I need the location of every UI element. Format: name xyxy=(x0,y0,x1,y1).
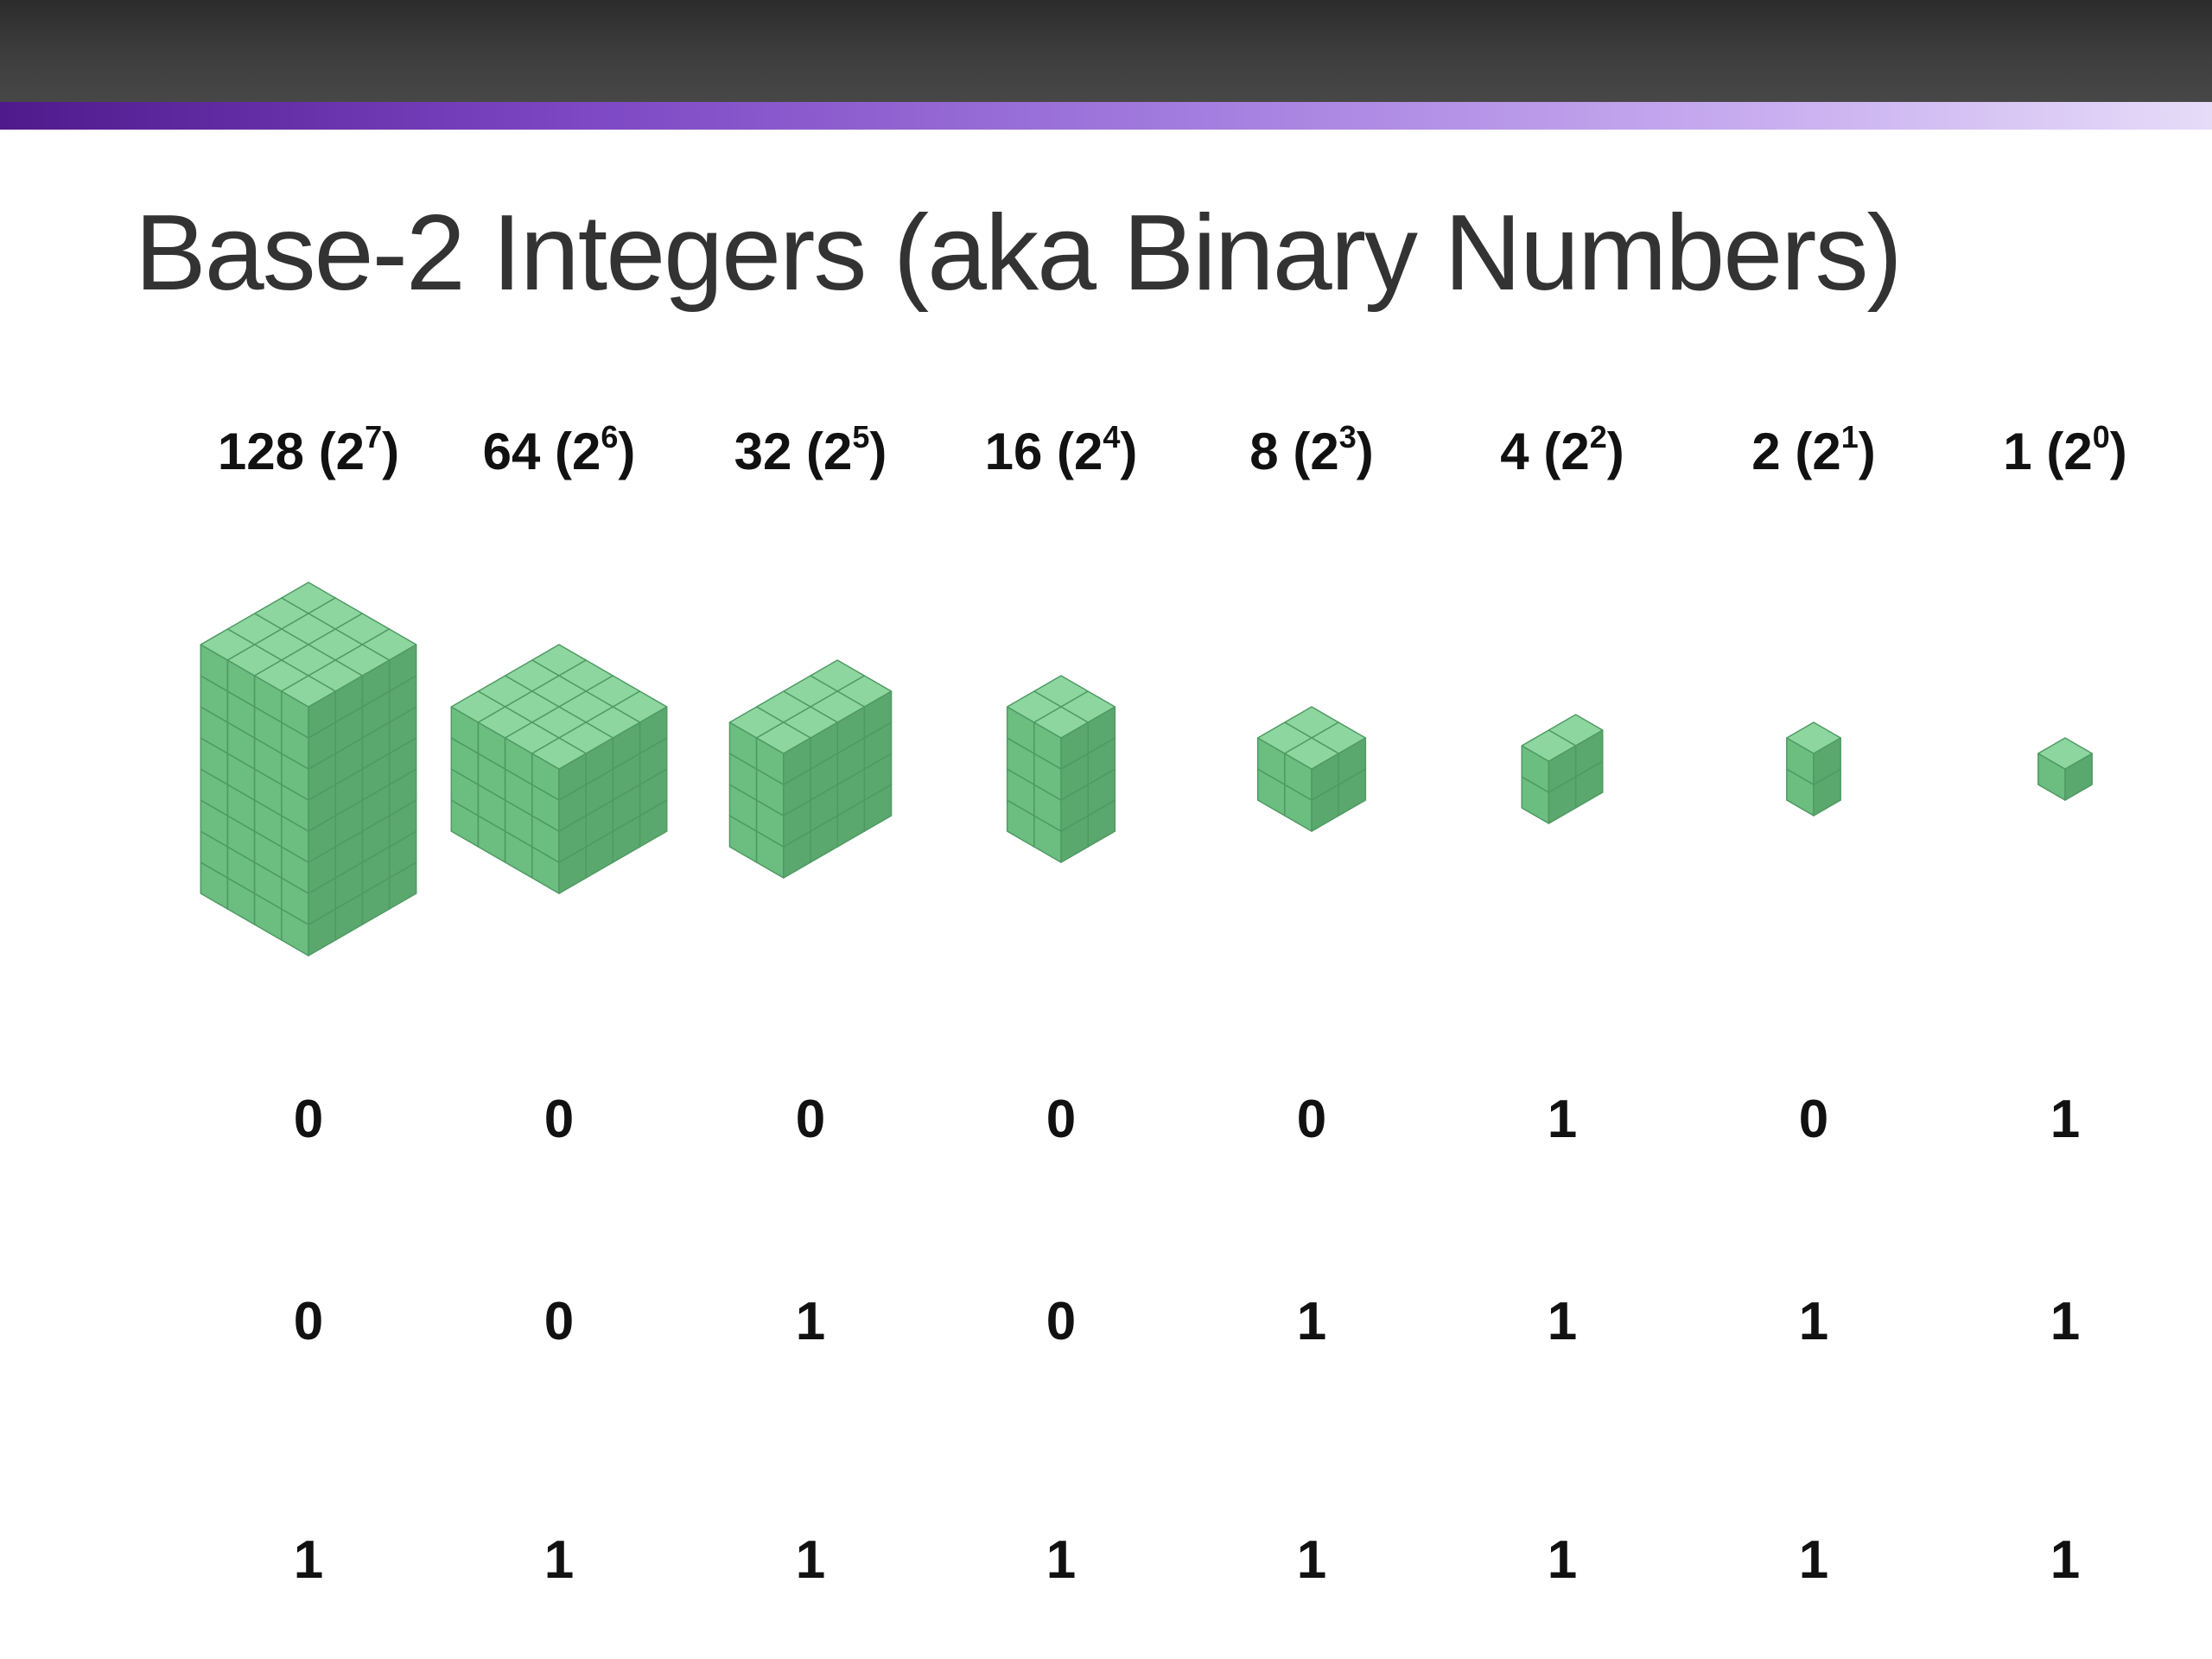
place-value-label: 4 (22) xyxy=(1500,419,1624,481)
binary-digit: 1 xyxy=(1547,1292,1578,1351)
place-value-exponent: 3 xyxy=(1338,419,1357,454)
place-value-label: 2 (21) xyxy=(1751,419,1876,481)
cube-face-top xyxy=(1786,721,1841,754)
place-value-exponent: 2 xyxy=(1589,419,1607,454)
place-value-number: 16 (2 xyxy=(984,423,1103,480)
cube-block xyxy=(728,659,893,879)
place-value-number: 64 (2 xyxy=(482,423,601,480)
place-value-exponent: 6 xyxy=(601,419,619,454)
binary-digit: 0 xyxy=(543,1292,575,1351)
binary-digit: 1 xyxy=(1296,1530,1327,1590)
place-value-exponent: 7 xyxy=(365,419,383,454)
cube-face-top xyxy=(281,675,336,708)
cube-face-top xyxy=(2037,737,2093,770)
place-value-label: 1 (20) xyxy=(2003,419,2127,481)
slide-header-bar xyxy=(0,0,2212,102)
binary-digit: 1 xyxy=(293,1530,324,1590)
binary-digit: 0 xyxy=(1046,1292,1077,1351)
binary-digit: 0 xyxy=(1798,1090,1829,1149)
place-value-number: 2 (2 xyxy=(1751,423,1841,480)
binary-digit: 0 xyxy=(293,1292,324,1351)
place-value-exponent: 0 xyxy=(2092,419,2110,454)
unit-cube xyxy=(1033,706,1089,770)
place-value-exponent: 4 xyxy=(1103,419,1121,454)
binary-digit: 1 xyxy=(1296,1292,1327,1351)
cube-block xyxy=(450,644,668,894)
binary-digit: 1 xyxy=(543,1530,575,1590)
binary-digit: 1 xyxy=(1046,1530,1077,1590)
slide-accent-bar xyxy=(0,102,2212,130)
unit-cube xyxy=(1284,737,1339,801)
binary-digit: 1 xyxy=(1798,1530,1829,1590)
binary-digit: 0 xyxy=(795,1090,826,1149)
unit-cube xyxy=(1786,721,1841,785)
binary-digit: 0 xyxy=(1046,1090,1077,1149)
cube-face-top xyxy=(531,737,587,770)
binary-digit: 0 xyxy=(543,1090,575,1149)
binary-digit: 1 xyxy=(2050,1292,2081,1351)
place-value-exponent: 1 xyxy=(1840,419,1859,454)
binary-digit: 1 xyxy=(1547,1530,1578,1590)
cube-block xyxy=(1786,721,1841,817)
unit-cube xyxy=(281,675,336,739)
place-value-number: 128 (2 xyxy=(217,423,365,480)
place-value-number: 8 (2 xyxy=(1249,423,1339,480)
binary-digit: 0 xyxy=(293,1090,324,1149)
unit-cube xyxy=(2037,737,2093,801)
place-value-number: 1 (2 xyxy=(2003,423,2093,480)
cube-block xyxy=(1006,675,1116,863)
binary-digit: 1 xyxy=(795,1530,826,1590)
cube-block xyxy=(200,582,417,957)
binary-digit: 1 xyxy=(2050,1090,2081,1149)
place-value-exponent: 5 xyxy=(852,419,870,454)
place-value-label: 32 (25) xyxy=(734,419,887,481)
slide-title: Base-2 Integers (aka Binary Numbers) xyxy=(135,194,1903,313)
binary-digit: 1 xyxy=(795,1292,826,1351)
place-value-label: 128 (27) xyxy=(217,419,400,481)
place-value-number: 4 (2 xyxy=(1500,423,1590,480)
cube-face-top xyxy=(1521,729,1577,762)
unit-cube xyxy=(755,721,811,785)
place-value-label: 8 (23) xyxy=(1249,419,1374,481)
cube-face-top xyxy=(755,721,811,754)
place-value-label: 64 (26) xyxy=(482,419,636,481)
binary-digit: 0 xyxy=(1296,1090,1327,1149)
unit-cube xyxy=(531,737,587,801)
cube-face-top xyxy=(1284,737,1339,770)
binary-digit: 1 xyxy=(1798,1292,1829,1351)
place-value-blocks xyxy=(200,582,2093,957)
place-value-label: 16 (24) xyxy=(984,419,1138,481)
cube-block xyxy=(1256,706,1367,832)
place-value-number: 32 (2 xyxy=(734,423,853,480)
unit-cube xyxy=(1521,729,1577,793)
binary-digit: 1 xyxy=(1547,1090,1578,1149)
cube-block xyxy=(1521,714,1604,824)
cube-block xyxy=(2037,737,2093,801)
cube-face-top xyxy=(1033,706,1089,739)
binary-digit: 1 xyxy=(2050,1530,2081,1590)
